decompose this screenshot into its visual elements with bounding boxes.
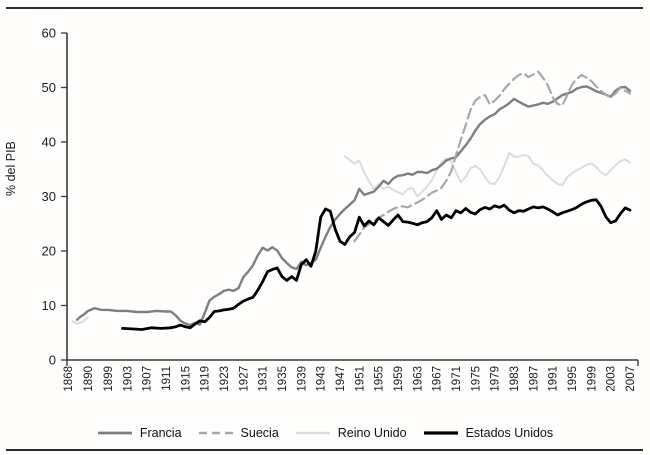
x-tick-label: 1975 [470,366,482,392]
x-tick-label: 1943 [316,366,328,392]
x-tick-label: 1903 [122,366,134,392]
legend-swatch-suecia [198,431,233,435]
legend: Francia Suecia Reino Unido Estados Unidos [0,421,650,445]
x-tick-label: 1979 [490,366,502,392]
series-line-reino-unido [71,316,89,325]
x-tick-label: 1919 [200,366,212,392]
x-tick-label: 1911 [161,366,173,391]
x-tick-label: 2007 [625,366,637,392]
series-line-francia [75,85,632,327]
legend-swatch-reino-unido [295,431,330,435]
x-tick-label: 1890 [83,366,95,392]
y-tick-label: 60 [42,26,56,41]
x-tick-label: 1935 [277,366,289,392]
legend-item-estados-unidos: Estados Unidos [423,426,554,440]
x-tick-label: 1899 [103,366,115,392]
top-rule [6,7,643,9]
series-line-reino-unido [343,151,631,198]
y-tick-label: 0 [49,353,56,368]
x-tick-label: 1915 [180,366,192,392]
x-tick-label: 1868 [63,366,75,392]
legend-item-suecia: Suecia [198,426,279,440]
x-tick-label: 1951 [354,366,366,392]
y-tick-label: 10 [42,298,56,313]
x-tick-label: 1999 [586,366,598,392]
legend-item-francia: Francia [97,426,182,440]
x-tick-label: 1927 [238,366,250,392]
legend-swatch-estados-unidos [423,431,458,435]
x-tick-label: 1939 [296,366,308,392]
legend-swatch-francia [97,431,132,435]
x-tick-label: 1967 [432,366,444,392]
x-tick-label: 1923 [219,366,231,392]
x-tick-label: 1959 [393,366,405,392]
y-tick-label: 50 [42,80,56,95]
y-tick-label: 20 [42,244,56,259]
x-tick-label: 1991 [548,366,560,392]
legend-label: Estados Unidos [465,426,554,440]
legend-item-reino-unido: Reino Unido [295,426,407,440]
legend-label: Reino Unido [337,426,407,440]
series-line-suecia [353,70,632,243]
x-tick-label: 1947 [335,366,347,392]
series-line-estados-unidos [121,198,632,331]
x-tick-label: 1987 [528,366,540,392]
x-tick-label: 1907 [142,366,154,392]
x-tick-label: 1963 [412,366,424,392]
x-tick-label: 1971 [451,366,463,392]
x-tick-label: 1955 [374,366,386,392]
legend-label: Suecia [240,426,279,440]
chart-canvas: 0 10 20 30 40 50 60 1868 1890 1899 1903 1907 1911 191… [42,26,639,392]
legend-label: Francia [139,426,182,440]
x-tick-label: 2003 [606,366,618,392]
x-tick-label: 1931 [258,366,270,392]
y-tick-label: 40 [42,135,56,150]
x-tick-label: 1983 [509,366,521,392]
x-tick-label: 1995 [567,366,579,392]
bottom-rule [6,449,643,451]
y-tick-label: 30 [42,189,56,204]
